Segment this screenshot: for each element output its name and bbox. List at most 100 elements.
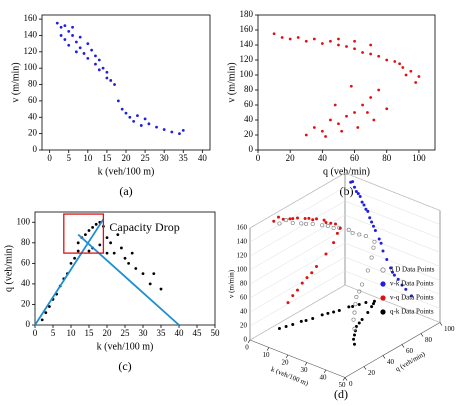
vk-point [356,192,360,196]
scatter-point [361,51,364,54]
scatter-point [296,36,300,39]
vq-point [315,265,318,268]
scatter-point [94,222,98,226]
qk-point [353,333,356,337]
vq-point [324,252,328,256]
scatter-point [369,96,373,99]
point-3d [363,233,368,239]
z-tick-label: 120 [237,252,248,260]
legend-label: 3 D Data Points [390,266,435,274]
y-axis-label: v (m/min) [226,62,237,102]
scatter-point [329,39,332,43]
x-tick-label: 40 [175,328,185,338]
y-tick [401,344,405,348]
scatter-point [97,58,101,62]
point-3d [352,310,357,315]
scatter-point [105,236,109,240]
y-tick-label: 0 [249,144,254,154]
scatter-point [337,37,340,41]
plot-frame [41,14,211,151]
scatter-point [112,251,116,255]
scatter-point [372,118,376,122]
y-tick-label: 180 [240,9,254,19]
point-3d [360,282,365,287]
box-edge [344,322,441,378]
x-tick-label: 100 [412,153,426,163]
y-tick [363,366,367,370]
vk-point [396,277,400,281]
y-tick-label: 20 [21,299,31,309]
vq-point [334,222,337,226]
scatter-point [120,107,124,111]
qk-point [352,337,356,341]
box-edge [249,339,346,378]
qk-point [311,317,315,320]
scatter-point [181,128,185,132]
annotation-box [63,213,105,254]
y-tick-label: 60 [28,95,38,105]
scatter-point [385,58,389,62]
vk-point [370,220,374,224]
y-tick-label: 80 [21,237,31,247]
vq-point [310,271,314,275]
fit-line [77,233,180,326]
scatter-point [304,39,308,43]
grid-line [249,186,441,243]
point-3d [357,289,362,294]
vk-point [368,216,372,220]
scatter-point [109,79,113,82]
vq-point [315,217,318,221]
y-tick [439,322,443,326]
x-tick-label: 5 [66,153,71,163]
scatter-point [369,52,373,56]
scatter-point [320,42,324,45]
y-tick-label: 100 [444,325,455,333]
y-tick-label: 40 [387,358,395,366]
point-3d [365,268,370,273]
vq-point [296,216,299,220]
scatter-point [369,43,373,47]
scatter-point [86,56,90,60]
point-3d [284,218,289,223]
scatter-point [337,43,340,47]
x-tick [247,339,251,344]
scatter-point [404,73,408,77]
x-tick-label: 0 [256,153,261,163]
scatter-point [101,66,105,70]
point-3d [357,232,362,237]
scatter-point [128,115,132,119]
x-tick-label: 5 [51,328,56,338]
scatter-point [40,318,44,322]
scatter-point [44,311,48,315]
z-tick-label: 100 [237,266,248,274]
y-tick-label: 100 [17,216,31,226]
scatter-point [148,282,152,286]
x-tick-label: 50 [339,381,347,389]
vq-point [303,217,307,220]
y-tick-label: 20 [244,129,254,139]
scatter-point [76,241,80,245]
x-tick-label: 0 [33,328,38,338]
qk-point [291,323,295,326]
scatter-point [73,256,76,260]
vq-point [288,217,292,221]
y-tick-label: 0 [349,380,353,388]
scatter-point [353,111,356,114]
z-tick-label: 80 [240,280,248,288]
vk-point [404,287,408,291]
scatter-point [67,29,71,33]
qk-point [299,319,303,323]
y-axis-label: q (veh/min) [3,245,14,292]
scatter-point [414,81,418,84]
scatter-point [109,241,112,245]
scatter-point [345,45,348,48]
scatter-point [377,54,381,58]
z-tick-label: 60 [240,294,248,302]
scatter-point [91,226,94,229]
scatter-point [393,60,397,63]
y-tick-label: 100 [24,62,38,72]
scatter-point [417,75,421,78]
qk-point [353,342,356,346]
y-tick-label: 80 [244,84,254,94]
